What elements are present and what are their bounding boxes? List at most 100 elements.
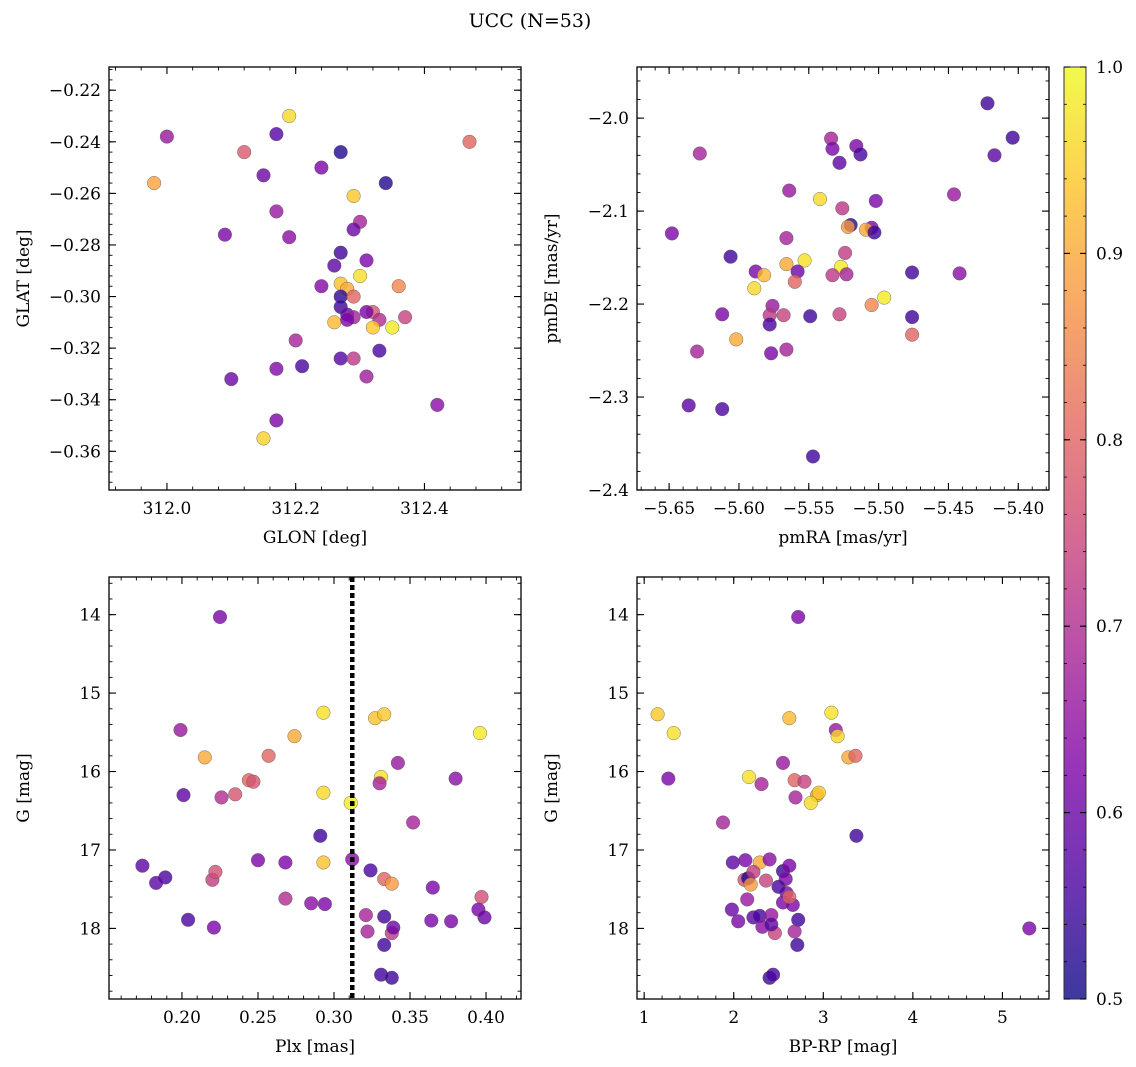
data-point (787, 274, 802, 289)
y-axis-label: G [mag] (542, 753, 562, 822)
data-point (316, 705, 331, 720)
data-point (384, 876, 399, 891)
data-point (803, 795, 818, 810)
data-point (462, 134, 477, 149)
data-point (743, 877, 758, 892)
data-point (181, 912, 196, 927)
data-point (824, 705, 839, 720)
y-tick-label: −2.2 (588, 295, 629, 315)
data-point (905, 265, 920, 280)
data-point (746, 864, 761, 879)
data-point (779, 342, 794, 357)
data-point (448, 771, 463, 786)
y-tick-label: −0.36 (49, 442, 101, 462)
x-tick-label: 5 (997, 1008, 1008, 1028)
data-point (214, 790, 229, 805)
data-point (333, 245, 348, 260)
data-point (952, 266, 967, 281)
data-point (295, 359, 310, 374)
data-point (135, 858, 150, 873)
y-tick-label: 18 (607, 919, 629, 939)
x-tick-label: 0.30 (315, 1008, 353, 1028)
data-point (791, 610, 806, 625)
y-tick-label: −0.28 (49, 236, 101, 256)
data-point (282, 230, 297, 245)
data-point (282, 108, 297, 123)
y-tick-label: 17 (79, 841, 101, 861)
data-point (224, 372, 239, 387)
data-point (825, 141, 840, 156)
data-point (779, 257, 794, 272)
x-tick-label: 0.20 (163, 1008, 201, 1028)
data-point (1022, 921, 1037, 936)
x-tick-label: 3 (818, 1008, 829, 1028)
data-point (477, 910, 492, 925)
y-tick-label: 14 (79, 606, 101, 626)
x-tick-label: 0.35 (391, 1008, 429, 1028)
data-point (762, 317, 777, 332)
data-point (724, 902, 739, 917)
data-point (425, 880, 440, 895)
data-point (372, 343, 387, 358)
data-point (839, 267, 854, 282)
data-point (830, 729, 845, 744)
y-tick-label: 16 (607, 763, 629, 783)
y-tick-label: 14 (607, 606, 629, 626)
panel-pm: −5.65 −5.60 −5.55 −5.50 −5.45 −5.40 −2.0 −2.1 −2… (542, 66, 1050, 548)
data-point (791, 912, 806, 927)
x-tick-label: −5.60 (713, 499, 765, 519)
x-tick-label: 0.40 (467, 1008, 505, 1028)
y-tick-label: −0.26 (49, 184, 101, 204)
data-point (269, 127, 284, 142)
data-point (776, 308, 791, 323)
data-point (444, 914, 459, 929)
data-point (813, 191, 828, 206)
data-point (333, 145, 348, 160)
data-point (764, 346, 779, 361)
data-point (217, 227, 232, 242)
data-point (905, 310, 920, 325)
data-point (269, 413, 284, 428)
points-sky (147, 108, 477, 446)
data-point (346, 188, 361, 203)
data-point (360, 924, 375, 939)
data-point (176, 788, 191, 803)
colorbar-tick-label: 0.7 (1096, 617, 1123, 637)
data-point (246, 774, 261, 789)
data-point (747, 281, 762, 296)
data-point (353, 268, 368, 283)
data-point (947, 187, 962, 202)
x-tick-label: 0.25 (239, 1008, 277, 1028)
data-point (716, 815, 731, 830)
data-point (1005, 130, 1020, 145)
x-tick-label: 312.4 (400, 499, 449, 519)
data-point (384, 970, 399, 985)
colorbar-tick-label: 0.5 (1096, 990, 1123, 1010)
x-tick-label: 312.2 (271, 499, 320, 519)
data-point (208, 864, 223, 879)
data-point (346, 222, 361, 237)
data-point (359, 305, 374, 320)
data-point (269, 204, 284, 219)
data-point (832, 307, 847, 322)
x-axis-label: pmRA [mas/yr] (778, 528, 907, 548)
data-point (269, 361, 284, 376)
data-point (250, 853, 265, 868)
data-point (261, 748, 276, 763)
data-point (811, 785, 826, 800)
data-point (377, 909, 392, 924)
data-point (278, 891, 293, 906)
data-point (666, 726, 681, 741)
data-point (853, 147, 868, 162)
data-point (206, 920, 221, 935)
data-point (173, 723, 188, 738)
points-cmd (650, 610, 1037, 985)
data-point (398, 310, 413, 325)
data-point (779, 231, 794, 246)
data-point (738, 853, 753, 868)
y-axis-label: pmDE [mas/yr] (542, 213, 562, 343)
data-point (340, 312, 355, 327)
data-point (474, 890, 489, 905)
data-point (787, 924, 802, 939)
y-tick-label: −2.4 (588, 481, 629, 501)
